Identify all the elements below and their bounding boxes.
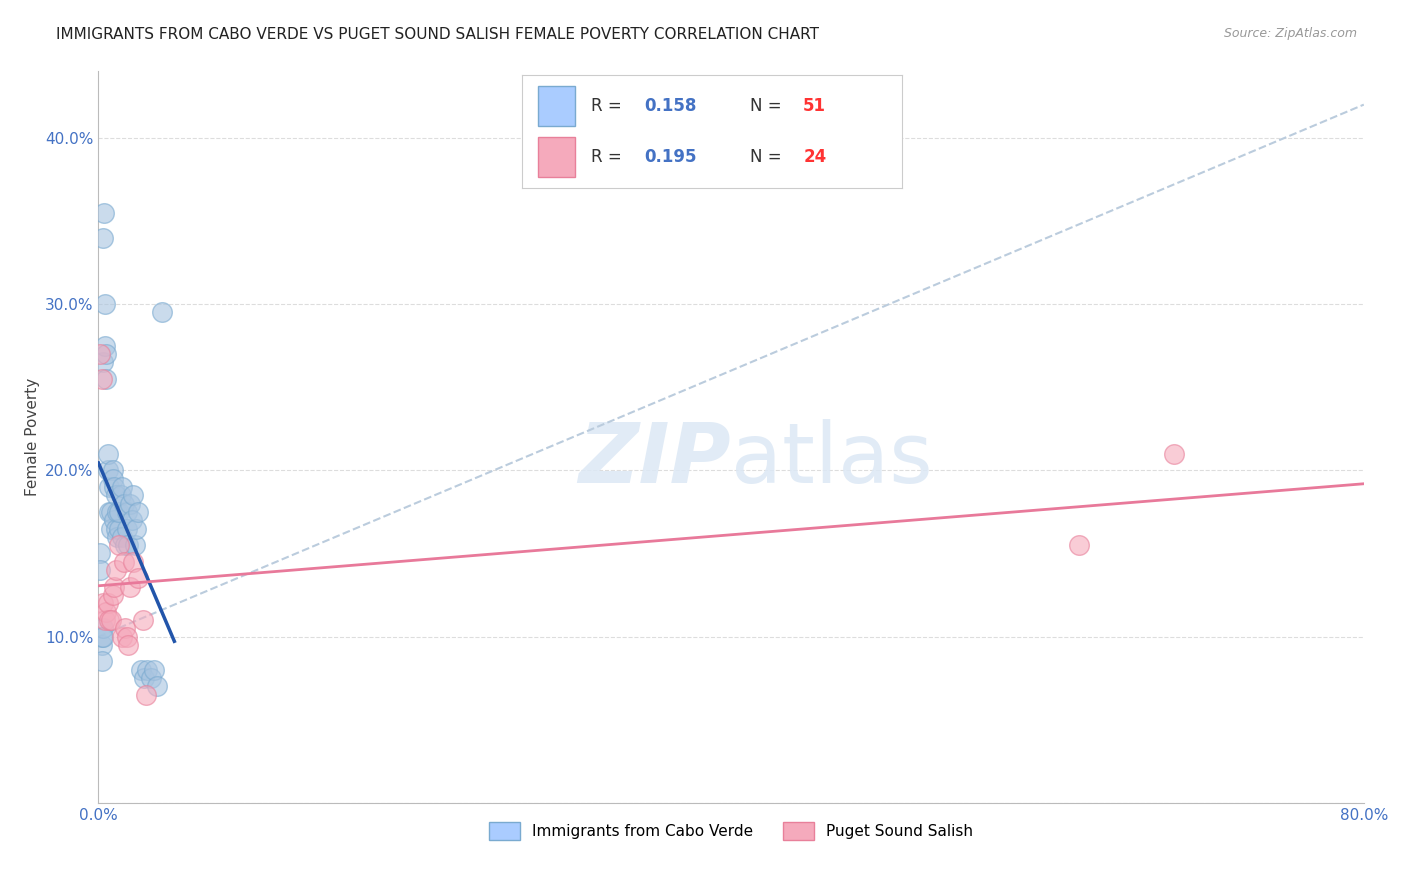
Point (120, 580, 141, 594)
Point (90, 372, 112, 386)
Point (125, 521, 148, 535)
Point (1067, 538, 1090, 552)
Point (104, 488, 127, 502)
Point (96, 605, 118, 619)
Point (97, 447, 120, 461)
Point (107, 505, 129, 519)
Point (115, 630, 138, 644)
Point (115, 505, 138, 519)
Point (100, 505, 122, 519)
Point (124, 538, 146, 552)
Text: IMMIGRANTS FROM CABO VERDE VS PUGET SOUND SALISH FEMALE POVERTY CORRELATION CHAR: IMMIGRANTS FROM CABO VERDE VS PUGET SOUN… (56, 27, 820, 42)
Point (110, 488, 132, 502)
Point (97, 596, 120, 610)
Point (122, 555, 145, 569)
Point (91, 355, 114, 369)
Point (117, 538, 139, 552)
Point (142, 663, 165, 677)
Point (89, 347, 111, 361)
Point (112, 497, 135, 511)
Point (150, 305, 173, 319)
Text: Source: ZipAtlas.com: Source: ZipAtlas.com (1223, 27, 1357, 40)
Point (101, 588, 124, 602)
Point (136, 663, 159, 677)
Point (103, 480, 125, 494)
Point (101, 463, 124, 477)
Point (93, 613, 117, 627)
Point (90, 638, 112, 652)
Point (90, 630, 112, 644)
Point (129, 663, 152, 677)
Point (127, 505, 149, 519)
Point (93, 205, 115, 219)
Point (93, 297, 117, 311)
Point (91, 596, 114, 610)
Point (132, 613, 155, 627)
Point (114, 621, 136, 635)
Point (139, 671, 162, 685)
Point (108, 538, 131, 552)
Point (101, 472, 124, 486)
Point (114, 538, 136, 552)
Point (121, 513, 143, 527)
Point (134, 671, 156, 685)
Point (112, 555, 135, 569)
Point (103, 513, 125, 527)
Point (89, 546, 111, 560)
Point (108, 505, 131, 519)
Point (111, 480, 134, 494)
Point (97, 463, 120, 477)
Point (89, 563, 111, 577)
Legend: Immigrants from Cabo Verde, Puget Sound Salish: Immigrants from Cabo Verde, Puget Sound … (482, 815, 980, 847)
Point (111, 530, 134, 544)
Text: atlas: atlas (731, 418, 932, 500)
Point (100, 613, 122, 627)
Point (91, 630, 114, 644)
Point (100, 521, 122, 535)
Point (1163, 447, 1185, 461)
Text: ZIP: ZIP (578, 418, 731, 500)
Point (98, 613, 121, 627)
Y-axis label: Female Poverty: Female Poverty (24, 378, 39, 496)
Point (104, 521, 127, 535)
Point (146, 680, 169, 694)
Point (91, 621, 114, 635)
Point (111, 630, 134, 644)
Point (120, 497, 141, 511)
Point (107, 530, 129, 544)
Point (127, 571, 149, 585)
Point (96, 372, 118, 386)
Point (91, 230, 114, 244)
Point (104, 563, 127, 577)
Point (117, 638, 139, 652)
Point (122, 488, 145, 502)
Point (135, 688, 157, 702)
Point (103, 580, 125, 594)
Point (98, 505, 121, 519)
Point (90, 655, 112, 669)
Point (96, 347, 118, 361)
Point (115, 521, 138, 535)
Point (98, 480, 121, 494)
Point (108, 521, 131, 535)
Point (93, 338, 117, 352)
